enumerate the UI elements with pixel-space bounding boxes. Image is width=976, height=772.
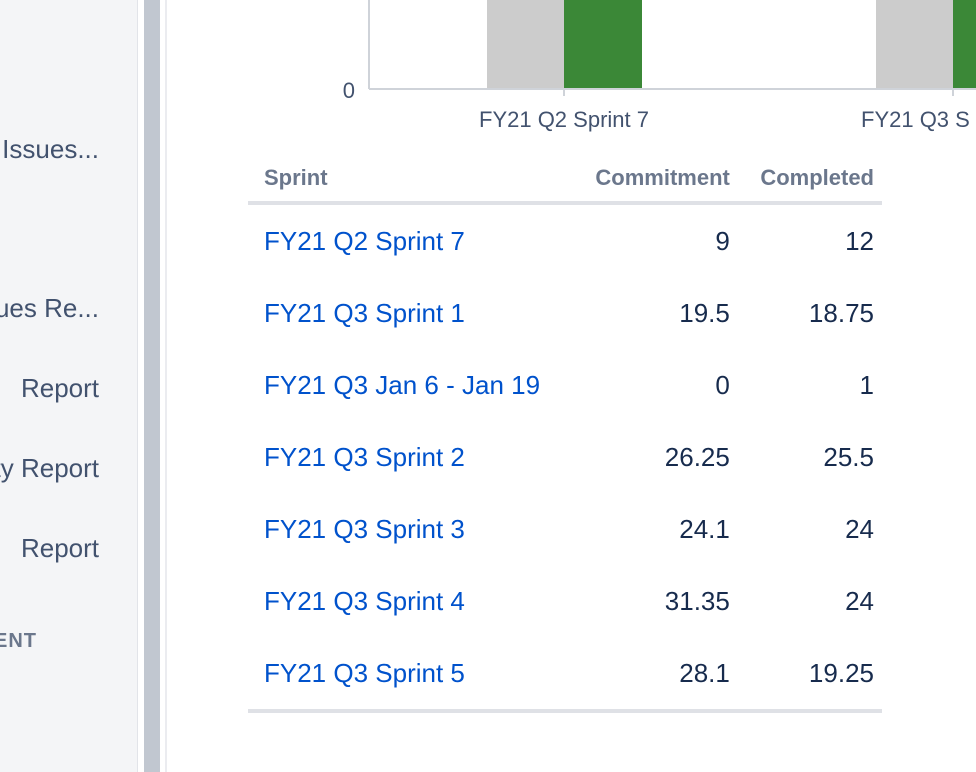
sprint-cell: FY21 Q2 Sprint 7	[248, 203, 572, 277]
sprint-cell: FY21 Q3 Sprint 3	[248, 493, 572, 565]
table-row: FY21 Q3 Sprint 3 24.1 24	[248, 493, 882, 565]
table-row: FY21 Q2 Sprint 7 9 12	[248, 203, 882, 277]
column-header-commitment: Commitment	[572, 155, 738, 205]
project-sidebar: Issues... Issues Re... Report Velocity R…	[0, 0, 138, 772]
sprint-link[interactable]: FY21 Q3 Sprint 1	[264, 297, 465, 328]
sprint-cell: FY21 Q3 Jan 6 - Jan 19	[248, 349, 572, 421]
chart-plot-area	[369, 0, 976, 89]
sprint-link[interactable]: FY21 Q3 Jan 6 - Jan 19	[264, 369, 541, 400]
completed-cell: 24	[845, 513, 874, 544]
table-row: FY21 Q3 Sprint 1 19.5 18.75	[248, 277, 882, 349]
y-tick-label-0: 0	[343, 78, 355, 103]
sprint-link[interactable]: FY21 Q3 Sprint 2	[264, 441, 465, 472]
sprint-table: Sprint Commitment Completed FY21 Q2 Spri…	[248, 155, 882, 713]
table-header-row: Sprint Commitment Completed	[248, 155, 882, 205]
sidebar-resize-handle[interactable]	[144, 0, 160, 772]
completed-cell: 24	[845, 585, 874, 616]
sidebar-section-heading: DEVELOPMENT	[0, 630, 37, 652]
table-row: FY21 Q3 Sprint 2 26.25 25.5	[248, 421, 882, 493]
bar-commitment-sprint-7	[487, 0, 564, 88]
column-header-completed: Completed	[737, 155, 882, 205]
commitment-cell: 9	[715, 225, 730, 256]
table-row: FY21 Q3 Sprint 4 31.35 24	[248, 565, 882, 637]
commitment-cell: 24.1	[679, 513, 730, 544]
completed-cell: 12	[845, 225, 874, 256]
x-tick-label-sprint-7: FY21 Q2 Sprint 7	[479, 107, 649, 132]
sidebar-item-issues[interactable]: Issues...	[2, 134, 99, 164]
sidebar-item-velocity-report[interactable]: Velocity Report	[0, 453, 99, 483]
sidebar-item-report-2[interactable]: Report	[20, 533, 99, 563]
sidebar-item-issues-report[interactable]: Issues Re...	[0, 293, 99, 323]
x-tick-label-q3: FY21 Q3 S	[861, 107, 970, 132]
content-divider	[165, 0, 167, 772]
sprint-cell: FY21 Q3 Sprint 1	[248, 277, 572, 349]
sprint-cell: FY21 Q3 Sprint 4	[248, 565, 572, 637]
velocity-chart: 0 FY21 Q2 Sprint 7 FY21 Q3 S	[343, 0, 976, 132]
commitment-cell: 28.1	[572, 637, 738, 713]
completed-cell: 18.75	[808, 297, 874, 328]
sprint-link[interactable]: FY21 Q2 Sprint 7	[264, 225, 465, 256]
commitment-cell: 26.25	[664, 441, 730, 472]
sprint-link[interactable]: FY21 Q3 Sprint 4	[264, 585, 465, 616]
column-header-sprint: Sprint	[248, 155, 572, 205]
completed-cell: 19.25	[737, 637, 882, 713]
completed-cell: 25.5	[823, 441, 874, 472]
sprint-velocity-table: Sprint Commitment Completed FY21 Q2 Spri…	[248, 155, 882, 713]
completed-cell: 1	[859, 369, 874, 400]
sprint-cell: FY21 Q3 Sprint 5	[248, 637, 572, 713]
bar-completed-q3-sprint	[953, 0, 976, 88]
commitment-cell: 31.35	[664, 585, 730, 616]
table-row: FY21 Q3 Jan 6 - Jan 19 0 1	[248, 349, 882, 421]
bar-commitment-q3-sprint	[876, 0, 953, 88]
bar-completed-sprint-7	[564, 0, 642, 88]
sprint-cell: FY21 Q3 Sprint 2	[248, 421, 572, 493]
sprint-link[interactable]: FY21 Q3 Sprint 3	[264, 513, 465, 544]
table-row: FY21 Q3 Sprint 5 28.1 19.25	[248, 637, 882, 713]
sprint-link[interactable]: FY21 Q3 Sprint 5	[264, 657, 465, 688]
commitment-cell: 0	[715, 369, 730, 400]
sidebar-item-report[interactable]: Report	[20, 373, 99, 403]
commitment-cell: 19.5	[679, 297, 730, 328]
